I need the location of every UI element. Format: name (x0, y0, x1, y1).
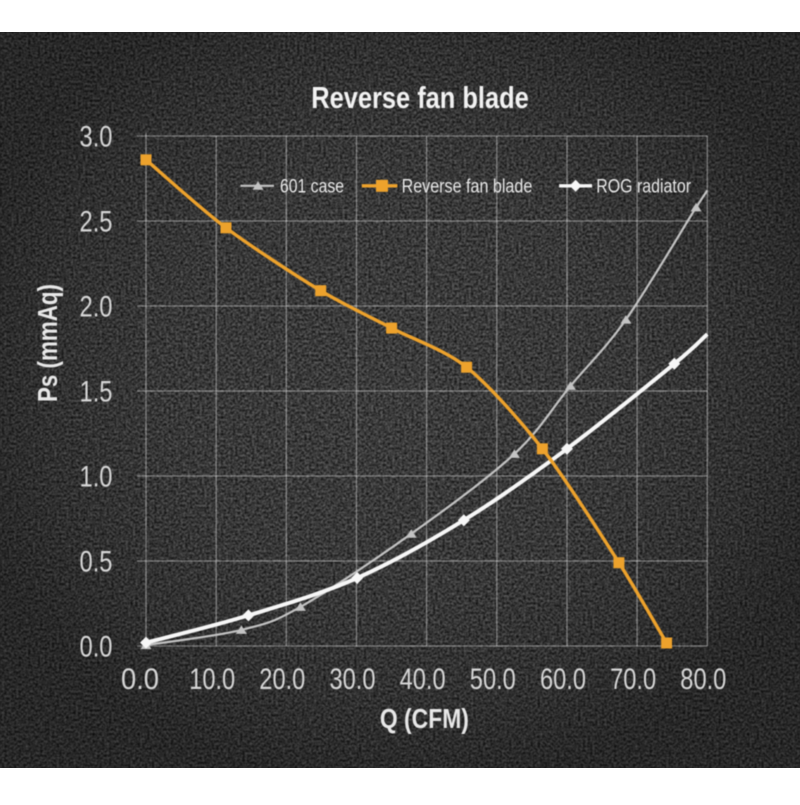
svg-text:60.0: 60.0 (540, 663, 586, 696)
svg-text:Reverse fan blade: Reverse fan blade (402, 176, 533, 198)
svg-text:Reverse fan blade: Reverse fan blade (311, 80, 529, 115)
svg-text:2.5: 2.5 (80, 206, 113, 239)
svg-text:Q (CFM): Q (CFM) (380, 703, 469, 734)
svg-text:50.0: 50.0 (470, 663, 516, 696)
svg-text:1.5: 1.5 (80, 376, 113, 409)
svg-text:40.0: 40.0 (400, 663, 446, 696)
svg-text:3.0: 3.0 (80, 121, 113, 154)
svg-text:1.0: 1.0 (80, 461, 113, 494)
svg-text:2.0: 2.0 (80, 291, 113, 324)
svg-text:70.0: 70.0 (610, 663, 656, 696)
svg-text:0.0: 0.0 (80, 631, 113, 664)
svg-text:ROG radiator: ROG radiator (596, 176, 691, 198)
svg-text:80.0: 80.0 (680, 663, 726, 696)
svg-text:601 case: 601 case (280, 176, 344, 198)
svg-text:20.0: 20.0 (259, 663, 305, 696)
svg-text:0.5: 0.5 (80, 546, 113, 579)
svg-text:Ps (mmAq): Ps (mmAq) (32, 284, 63, 402)
svg-text:0.0: 0.0 (121, 663, 159, 696)
svg-text:30.0: 30.0 (330, 663, 376, 696)
svg-text:10.0: 10.0 (189, 663, 235, 696)
